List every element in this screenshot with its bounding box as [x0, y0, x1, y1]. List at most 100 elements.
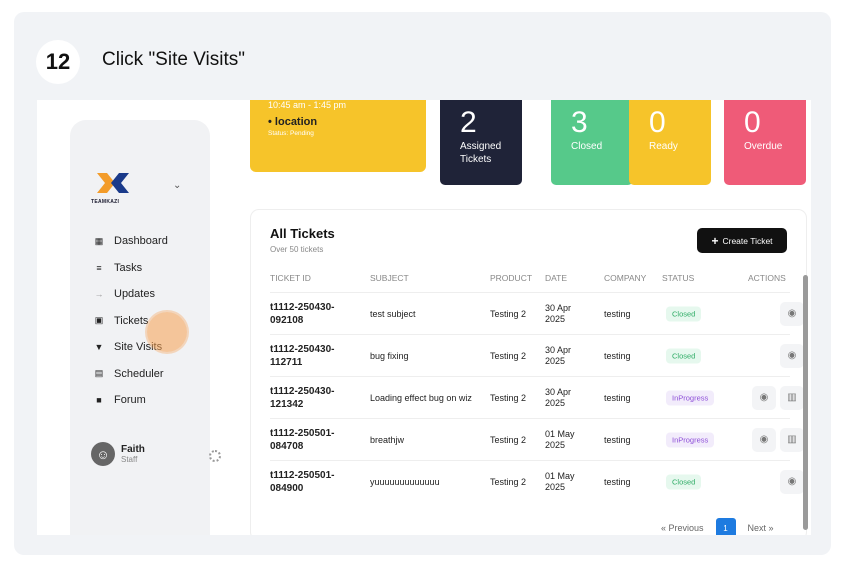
stat-label: Assigned Tickets [460, 141, 502, 165]
updates-icon: → [94, 289, 104, 300]
ticket-date: 30 Apr 2025 [545, 302, 572, 324]
ticket-company: testing [604, 434, 631, 445]
stat-label: Overdue [744, 141, 783, 152]
ticket-date: 01 May 2025 [545, 428, 575, 450]
sidebar-item-label: Updates [114, 288, 155, 301]
ticket-product: Testing 2 [490, 434, 527, 445]
sidebar-item-dashboard[interactable]: ▦ Dashboard [94, 228, 168, 255]
trash-icon[interactable]: ▥ [780, 385, 804, 410]
ticket-icon: ▣ [94, 315, 104, 326]
sidebar-item-label: Tasks [114, 261, 143, 274]
app-screenshot: TEAMKAZI ⌄ ▦ Dashboard ≡ Tasks → Updates… [37, 100, 811, 535]
teamkazi-logo [97, 173, 129, 193]
user-name: Faith [121, 444, 145, 455]
stat-assigned-tickets[interactable]: 2 Assigned Tickets [440, 100, 522, 185]
tutorial-frame: 1 2 Click "Site Visits" TEAMKAZI ⌄ ▦ Dash… [14, 12, 831, 555]
page-1-button[interactable]: 1 [715, 518, 736, 535]
stat-closed[interactable]: 3 Closed [551, 100, 633, 185]
stat-value: 2 [460, 106, 477, 139]
ticket-id: t1112-250430-112711 [270, 343, 335, 368]
status-badge: InProgress [666, 390, 715, 405]
sidebar-item-label: Tickets [114, 314, 149, 327]
status-badge: Closed [666, 474, 702, 489]
ticket-id: t1112-250501-084900 [270, 469, 335, 494]
column-header: PRODUCT [490, 273, 533, 283]
event-time: 10:45 am - 1:45 pm [268, 100, 347, 110]
chevron-down-icon[interactable]: ⌄ [173, 180, 182, 191]
event-status: Status: Pending [268, 130, 314, 137]
sidebar-item-tasks[interactable]: ≡ Tasks [94, 255, 168, 282]
ticket-company: testing [604, 392, 631, 403]
calendar-icon: ▤ [94, 368, 104, 379]
stat-value: 3 [571, 106, 588, 139]
user-role: Staff [121, 455, 138, 464]
ticket-subject: yuuuuuuuuuuuuu [370, 476, 440, 487]
sidebar-item-site-visits[interactable]: ▼ Site Visits [94, 334, 168, 361]
table-row[interactable]: t1112-250501-084708 breathjw Testing 2 01 M… [270, 418, 804, 460]
status-badge: InProgress [666, 432, 715, 447]
previous-page-link[interactable]: « Previous [661, 523, 704, 533]
ticket-id: t1112-250430-121342 [270, 385, 335, 410]
status-badge: Closed [666, 348, 702, 363]
table-header: TICKET ID SUBJECT PRODUCT DATE COMPANY S… [270, 273, 790, 291]
user-avatar-icon: ☺ [91, 442, 115, 466]
scrollbar-thumb[interactable] [803, 275, 808, 530]
create-ticket-button[interactable]: + Create Ticket [697, 228, 787, 253]
column-header: STATUS [662, 273, 695, 283]
sidebar-item-label: Dashboard [114, 235, 168, 248]
sidebar-item-tickets[interactable]: ▣ Tickets [94, 308, 168, 335]
trash-icon[interactable]: ▥ [780, 427, 804, 452]
ticket-product: Testing 2 [490, 308, 527, 319]
ticket-product: Testing 2 [490, 392, 527, 403]
logo-text: TEAMKAZI [91, 199, 120, 205]
table-row[interactable]: t1112-250430-121342 Loading effect bug on… [270, 376, 804, 418]
ticket-subject: breathjw [370, 434, 405, 445]
sidebar-item-updates[interactable]: → Updates [94, 281, 168, 308]
eye-icon[interactable]: ◉ [752, 385, 776, 410]
sidebar-item-forum[interactable]: ■ Forum [94, 387, 168, 414]
plus-icon: + [711, 233, 719, 248]
eye-icon[interactable]: ◉ [780, 301, 804, 326]
location-pin-icon: ▼ [94, 342, 104, 353]
step-instruction: Click "Site Visits" [102, 49, 246, 70]
eye-icon[interactable]: ◉ [780, 469, 804, 494]
table-row[interactable]: t1112-250501-084900 yuuuuuuuuuuuuu Testing… [270, 460, 804, 502]
ticket-product: Testing 2 [490, 350, 527, 361]
eye-icon[interactable]: ◉ [752, 427, 776, 452]
column-header: SUBJECT [370, 273, 409, 283]
stat-ready[interactable]: 0 Ready [629, 100, 711, 185]
tickets-title: All Tickets [270, 226, 335, 241]
stat-overdue[interactable]: 0 Overdue [724, 100, 806, 185]
sidebar-item-label: Scheduler [114, 367, 164, 380]
chat-icon: ■ [96, 395, 102, 406]
eye-icon[interactable]: ◉ [780, 343, 804, 368]
column-header: COMPANY [604, 273, 647, 283]
sidebar-item-scheduler[interactable]: ▤ Scheduler [94, 361, 168, 388]
pagination: « Previous 1 Next » [661, 518, 774, 535]
column-header: DATE [545, 273, 568, 283]
ticket-product: Testing 2 [490, 476, 527, 487]
ticket-date: 30 Apr 2025 [545, 344, 572, 366]
stat-label: Ready [649, 141, 678, 152]
gear-icon[interactable] [209, 450, 221, 462]
ticket-company: testing [604, 308, 631, 319]
location-pin-icon: • [268, 116, 272, 128]
user-profile[interactable]: ☺ Faith Staff [91, 442, 145, 466]
event-location: • location [268, 116, 318, 128]
column-header: ACTIONS [748, 273, 786, 283]
table-row[interactable]: t1112-250430-112711 bug fixing Testing 2 30… [270, 334, 804, 376]
tickets-card: All Tickets Over 50 tickets + Create Tic… [251, 210, 806, 535]
ticket-date: 30 Apr 2025 [545, 386, 572, 408]
click-indicator [147, 312, 187, 352]
table-row[interactable]: t1112-250430-092108 test subject Testing 2… [270, 292, 804, 334]
column-header: TICKET ID [270, 273, 311, 283]
tasks-icon: ≡ [96, 262, 102, 273]
sidebar-nav: ▦ Dashboard ≡ Tasks → Updates ▣ Tickets … [94, 228, 168, 414]
ticket-subject: test subject [370, 308, 416, 319]
ticket-company: testing [604, 476, 631, 487]
ticket-id: t1112-250501-084708 [270, 427, 335, 452]
dashboard-icon: ▦ [94, 235, 104, 246]
stat-value: 0 [744, 106, 761, 139]
event-card[interactable]: 10:45 am - 1:45 pm • location Status: Pe… [250, 100, 426, 172]
next-page-link[interactable]: Next » [747, 523, 774, 533]
